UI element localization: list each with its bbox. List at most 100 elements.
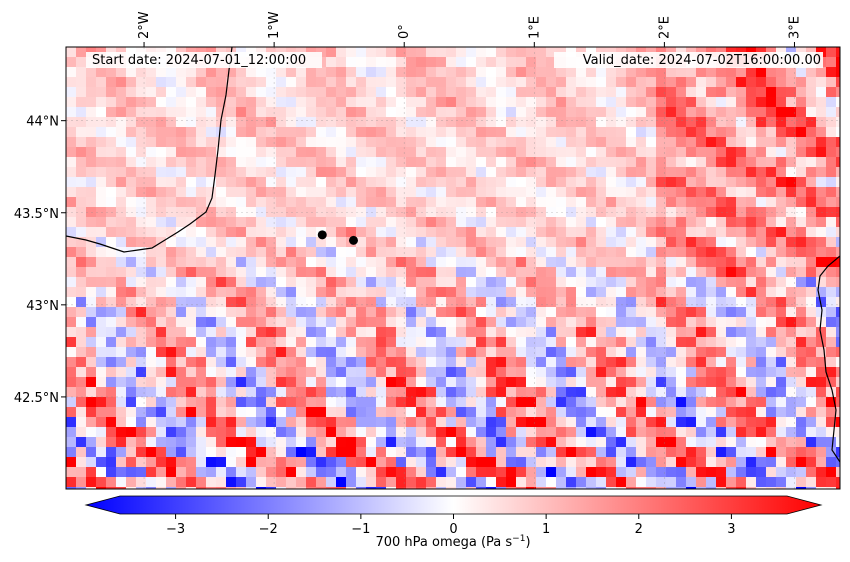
omega-cell [276, 417, 287, 428]
omega-cell [736, 147, 747, 158]
omega-cell [766, 487, 777, 489]
omega-cell [676, 447, 687, 458]
omega-cell [486, 267, 497, 278]
omega-cell [236, 167, 247, 178]
omega-cell [316, 347, 327, 358]
omega-cell [386, 377, 397, 388]
omega-cell [256, 237, 267, 248]
omega-cell [436, 97, 447, 108]
omega-cell [246, 427, 257, 438]
omega-cell [76, 317, 87, 328]
omega-cell [476, 377, 487, 388]
omega-cell [376, 197, 387, 208]
omega-cell [466, 407, 477, 418]
omega-cell [296, 367, 307, 378]
omega-cell [496, 387, 507, 398]
omega-cell [406, 237, 417, 248]
omega-cell [326, 217, 337, 228]
omega-cell [146, 127, 157, 138]
omega-cell [386, 47, 397, 58]
omega-cell [126, 457, 137, 468]
omega-cell [126, 447, 137, 458]
omega-cell [66, 447, 77, 458]
omega-cell [726, 187, 737, 198]
omega-cell [206, 297, 217, 308]
omega-cell [596, 277, 607, 288]
omega-cell [326, 77, 337, 88]
omega-cell [756, 357, 767, 368]
omega-cell [766, 397, 777, 408]
omega-cell [106, 467, 117, 478]
omega-cell [496, 77, 507, 88]
omega-cell [336, 77, 347, 88]
omega-cell [206, 347, 217, 358]
omega-cell [116, 457, 127, 468]
omega-cell [516, 227, 527, 238]
omega-cell [246, 87, 257, 98]
omega-cell [186, 127, 197, 138]
omega-cell [436, 127, 447, 138]
omega-cell [816, 417, 827, 428]
omega-cell [686, 297, 697, 308]
omega-cell [346, 387, 357, 398]
omega-cell [706, 437, 717, 448]
omega-cell [566, 87, 577, 98]
omega-cell [546, 457, 557, 468]
omega-cell [286, 157, 297, 168]
omega-cell [556, 467, 567, 478]
omega-cell [786, 97, 797, 108]
omega-cell [156, 407, 167, 418]
omega-cell [176, 207, 187, 218]
omega-cell [776, 487, 787, 489]
omega-cell [216, 267, 227, 278]
omega-cell [116, 97, 127, 108]
omega-cell [666, 417, 677, 428]
omega-cell [156, 327, 167, 338]
omega-cell [66, 427, 77, 438]
omega-cell [576, 297, 587, 308]
omega-cell [686, 247, 697, 258]
omega-cell [576, 287, 587, 298]
omega-cell [596, 417, 607, 428]
omega-cell [606, 207, 617, 218]
omega-cell [766, 247, 777, 258]
omega-cell [826, 447, 837, 458]
omega-cell [96, 117, 107, 128]
omega-cell [826, 217, 837, 228]
omega-cell [756, 467, 767, 478]
omega-cell [786, 467, 797, 478]
omega-cell [306, 357, 317, 368]
omega-cell [766, 137, 777, 148]
omega-cell [256, 417, 267, 428]
omega-cell [426, 257, 437, 268]
omega-cell [416, 357, 427, 368]
omega-cell [576, 177, 587, 188]
omega-cell [716, 377, 727, 388]
omega-cell [606, 467, 617, 478]
omega-cell [516, 397, 527, 408]
omega-cell [516, 467, 527, 478]
omega-cell [356, 157, 367, 168]
omega-cell [336, 297, 347, 308]
omega-cell [546, 427, 557, 438]
omega-cell [666, 97, 677, 108]
omega-cell [646, 407, 657, 418]
omega-cell [96, 137, 107, 148]
omega-cell [766, 147, 777, 158]
omega-cell [96, 277, 107, 288]
omega-cell [686, 207, 697, 218]
omega-cell [746, 217, 757, 228]
omega-cell [616, 247, 627, 258]
omega-cell [786, 477, 797, 488]
omega-cell [796, 297, 807, 308]
omega-cell [526, 367, 537, 378]
omega-cell [256, 377, 267, 388]
omega-cell [166, 217, 177, 228]
omega-cell [816, 397, 827, 408]
omega-cell [176, 327, 187, 338]
omega-cell [456, 107, 467, 118]
omega-cell [126, 157, 137, 168]
omega-cell [646, 237, 657, 248]
omega-cell [306, 247, 317, 258]
omega-cell [246, 117, 257, 128]
